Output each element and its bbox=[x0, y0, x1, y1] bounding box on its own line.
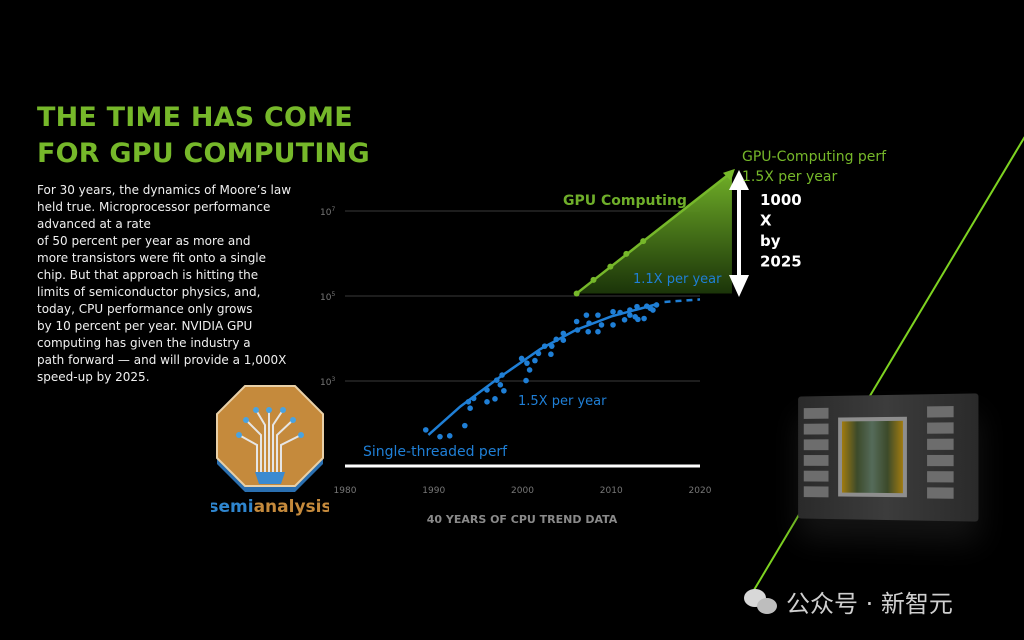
cpu-data-point bbox=[549, 343, 555, 349]
gpu-perf-label: GPU-Computing perf bbox=[742, 149, 887, 165]
cpu-data-point bbox=[584, 312, 590, 318]
gpu-data-point bbox=[640, 238, 646, 244]
y-tick-exponent: 5 bbox=[331, 291, 335, 298]
cpu-data-point bbox=[585, 329, 591, 335]
cpu-rate-label: 1.5X per year bbox=[518, 394, 607, 409]
cpu-data-point bbox=[423, 427, 429, 433]
cpu-data-point bbox=[524, 360, 530, 366]
cpu-data-point bbox=[499, 372, 505, 378]
x-axis-title: 40 YEARS OF CPU TREND DATA bbox=[427, 513, 618, 526]
cpu-data-point bbox=[492, 396, 498, 402]
cpu-data-point bbox=[548, 351, 554, 357]
y-tick-label: 105 bbox=[320, 291, 335, 303]
cpu-data-point bbox=[519, 356, 525, 362]
gpu-perf-rate: 1.5X per year bbox=[742, 169, 837, 185]
cpu-data-point bbox=[437, 434, 443, 440]
cpu-data-point bbox=[484, 399, 490, 405]
gap-label-line: 2025 bbox=[760, 253, 802, 271]
cpu-data-point bbox=[575, 327, 581, 333]
gpu-data-point bbox=[623, 251, 629, 257]
gpu-data-point bbox=[607, 264, 613, 270]
cpu-data-point bbox=[599, 322, 605, 328]
cpu-data-point bbox=[447, 433, 453, 439]
gpu-computing-label: GPU Computing bbox=[563, 193, 687, 209]
cpu-data-point bbox=[553, 337, 559, 343]
cpu-projection-line bbox=[665, 299, 701, 302]
gap-label-line: X bbox=[760, 212, 772, 230]
x-tick-label: 2010 bbox=[600, 486, 623, 496]
cpu-data-point bbox=[627, 312, 633, 318]
watermark-text: 公众号 · 新智元 bbox=[786, 584, 953, 619]
cpu-data-point bbox=[523, 378, 529, 384]
gap-rate-label: 1.1X per year bbox=[633, 272, 722, 287]
y-tick-label: 107 bbox=[320, 206, 335, 218]
cpu-data-point bbox=[627, 307, 633, 313]
wechat-icon bbox=[744, 589, 778, 615]
cpu-trend-line bbox=[428, 305, 655, 435]
cpu-data-point bbox=[494, 377, 500, 383]
cpu-data-point bbox=[641, 316, 647, 322]
x-tick-label: 2000 bbox=[511, 486, 534, 496]
x-tick-label: 1990 bbox=[422, 486, 445, 496]
y-tick-exponent: 7 bbox=[331, 206, 335, 213]
cpu-data-point bbox=[586, 320, 592, 326]
cpu-data-point bbox=[634, 304, 640, 310]
single-threaded-label: Single-threaded perf bbox=[363, 444, 508, 460]
cpu-data-point bbox=[650, 307, 656, 313]
gpu-data-point bbox=[591, 277, 597, 283]
cpu-data-point bbox=[622, 317, 628, 323]
cpu-data-point bbox=[654, 302, 660, 308]
x-tick-label: 1980 bbox=[334, 486, 357, 496]
cpu-data-point bbox=[595, 312, 601, 318]
cpu-data-point bbox=[462, 423, 468, 429]
gap-label-line: 1000 bbox=[760, 191, 802, 209]
cpu-data-point bbox=[542, 343, 548, 349]
gap-label-line: by bbox=[760, 232, 781, 250]
cpu-data-point bbox=[574, 319, 580, 325]
cpu-data-point bbox=[532, 358, 538, 364]
cpu-data-point bbox=[595, 329, 601, 335]
cpu-data-point bbox=[527, 367, 533, 373]
svg-text:semianalysis: semianalysis bbox=[211, 497, 329, 517]
cpu-data-point bbox=[484, 387, 490, 393]
gpu-chip-image bbox=[798, 393, 978, 521]
cpu-data-point bbox=[471, 396, 477, 402]
cpu-data-point bbox=[501, 388, 507, 394]
gap-arrow-down bbox=[729, 275, 749, 297]
cpu-data-point bbox=[561, 337, 567, 343]
cpu-data-point bbox=[610, 309, 616, 315]
gpu-die bbox=[838, 417, 907, 497]
x-tick-label: 2020 bbox=[689, 486, 712, 496]
y-tick-exponent: 3 bbox=[331, 376, 335, 383]
cpu-data-point bbox=[466, 399, 472, 405]
cpu-data-point bbox=[536, 351, 542, 357]
cpu-data-point bbox=[561, 331, 567, 337]
cpu-data-point bbox=[617, 310, 623, 316]
cpu-data-point bbox=[498, 382, 504, 388]
cpu-trend-chart: 1071051031980 1990 2000 2010 2020 40 YEARS O… bbox=[0, 0, 1024, 640]
cpu-data-point bbox=[467, 405, 473, 411]
wechat-watermark: 公众号 · 新智元 bbox=[744, 584, 953, 619]
gpu-data-point bbox=[574, 290, 580, 296]
semianalysis-logo: semianalysis bbox=[211, 380, 329, 520]
cpu-data-point bbox=[610, 322, 616, 328]
cpu-data-point bbox=[635, 317, 641, 323]
